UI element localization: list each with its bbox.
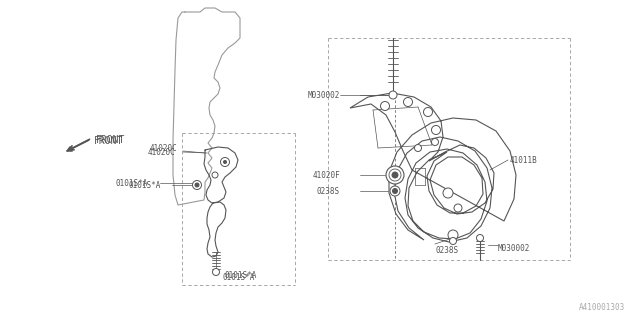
Text: M030002: M030002: [498, 244, 531, 252]
Circle shape: [212, 268, 220, 276]
Text: FRONT: FRONT: [94, 136, 124, 146]
Text: A410001303: A410001303: [579, 303, 625, 313]
Text: 41011B: 41011B: [510, 156, 538, 164]
Text: 0101S*A: 0101S*A: [224, 271, 257, 281]
Circle shape: [443, 188, 453, 198]
Text: M030002: M030002: [308, 91, 340, 100]
Circle shape: [221, 157, 230, 166]
Circle shape: [193, 180, 202, 189]
Circle shape: [448, 230, 458, 240]
Text: 0101S*A: 0101S*A: [222, 273, 254, 282]
Circle shape: [386, 166, 404, 184]
Circle shape: [381, 101, 390, 110]
Circle shape: [424, 108, 433, 116]
Circle shape: [403, 98, 413, 107]
Circle shape: [477, 235, 483, 242]
Circle shape: [390, 186, 400, 196]
Circle shape: [389, 169, 401, 181]
Circle shape: [415, 145, 422, 151]
Text: 0238S: 0238S: [317, 187, 340, 196]
Circle shape: [212, 172, 218, 178]
Text: 0238S: 0238S: [435, 245, 458, 254]
Text: 41020C: 41020C: [150, 143, 178, 153]
Text: 41020C: 41020C: [148, 148, 176, 156]
Circle shape: [223, 161, 227, 164]
Circle shape: [392, 188, 397, 194]
Circle shape: [392, 172, 398, 178]
Text: 0101S*A: 0101S*A: [128, 180, 161, 189]
Circle shape: [195, 183, 199, 187]
Text: 0101S*A: 0101S*A: [115, 179, 147, 188]
Text: 41020F: 41020F: [312, 171, 340, 180]
Circle shape: [389, 91, 397, 99]
Circle shape: [449, 237, 456, 244]
Text: FRONT: FRONT: [96, 135, 125, 145]
Circle shape: [454, 204, 462, 212]
Circle shape: [431, 139, 438, 146]
Circle shape: [431, 125, 440, 134]
